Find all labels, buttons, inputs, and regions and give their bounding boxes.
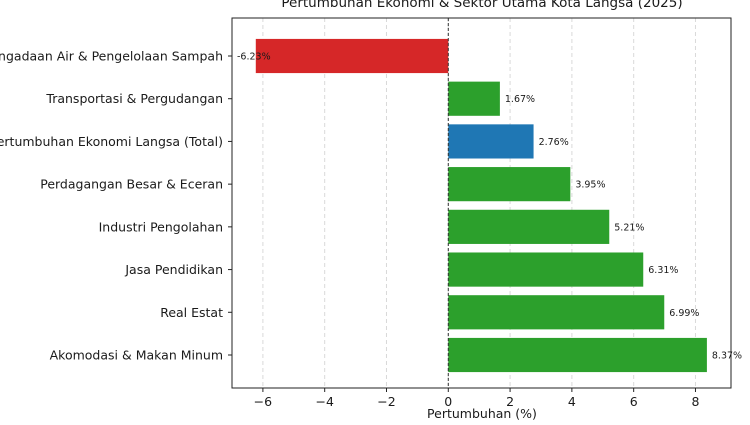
x-tick-label: −2 (377, 394, 395, 409)
bars (255, 38, 707, 373)
x-tick-label: 0 (444, 394, 452, 409)
data-label: 5.21% (614, 222, 644, 233)
plot-frame (231, 17, 732, 389)
category-label: Jasa Pendidikan (124, 262, 223, 277)
category-label: Pertumbuhan Ekonomi Langsa (Total) (0, 134, 223, 149)
x-tick-label: 2 (506, 394, 514, 409)
data-labels: -6.23% 1.67% 2.76% 3.95% 5.21% 6.31% 6.99% 8.37… (237, 52, 742, 362)
data-label: 3.95% (575, 180, 605, 191)
data-label: 2.76% (539, 137, 569, 148)
data-label: 6.31% (648, 265, 678, 276)
data-label: 6.99% (669, 308, 699, 319)
bar (448, 167, 571, 202)
bar (448, 295, 665, 330)
bar (448, 209, 610, 244)
chart-title: Pertumbuhan Ekonomi & Sektor Utama Kota … (281, 0, 682, 11)
grid-lines (262, 18, 696, 388)
category-label: Real Estat (160, 305, 223, 320)
x-axis-title: Pertumbuhan (%) (427, 406, 537, 420)
data-label: -6.23% (237, 52, 271, 63)
category-label: Perdagangan Besar & Eceran (40, 177, 223, 192)
y-axis-categories: Pengadaan Air & Pengelolaan Sampah Transp… (0, 49, 232, 363)
x-tick-label: 8 (691, 394, 699, 409)
bar (255, 38, 449, 74)
bar (448, 337, 707, 373)
x-axis-ticks: −6 −4 −2 0 2 4 6 8 (254, 388, 699, 409)
bar (448, 124, 534, 159)
data-label: 1.67% (505, 94, 535, 105)
category-label: Akomodasi & Makan Minum (50, 348, 223, 363)
data-label: 8.37% (712, 351, 742, 362)
x-tick-label: 6 (630, 394, 638, 409)
category-label: Industri Pengolahan (99, 219, 223, 234)
x-tick-label: −6 (254, 394, 272, 409)
x-tick-label: 4 (568, 394, 576, 409)
x-tick-label: −4 (315, 394, 333, 409)
category-label: Transportasi & Pergudangan (45, 91, 223, 106)
category-label: Pengadaan Air & Pengelolaan Sampah (0, 49, 223, 64)
bar (448, 81, 500, 116)
bar (448, 252, 644, 287)
